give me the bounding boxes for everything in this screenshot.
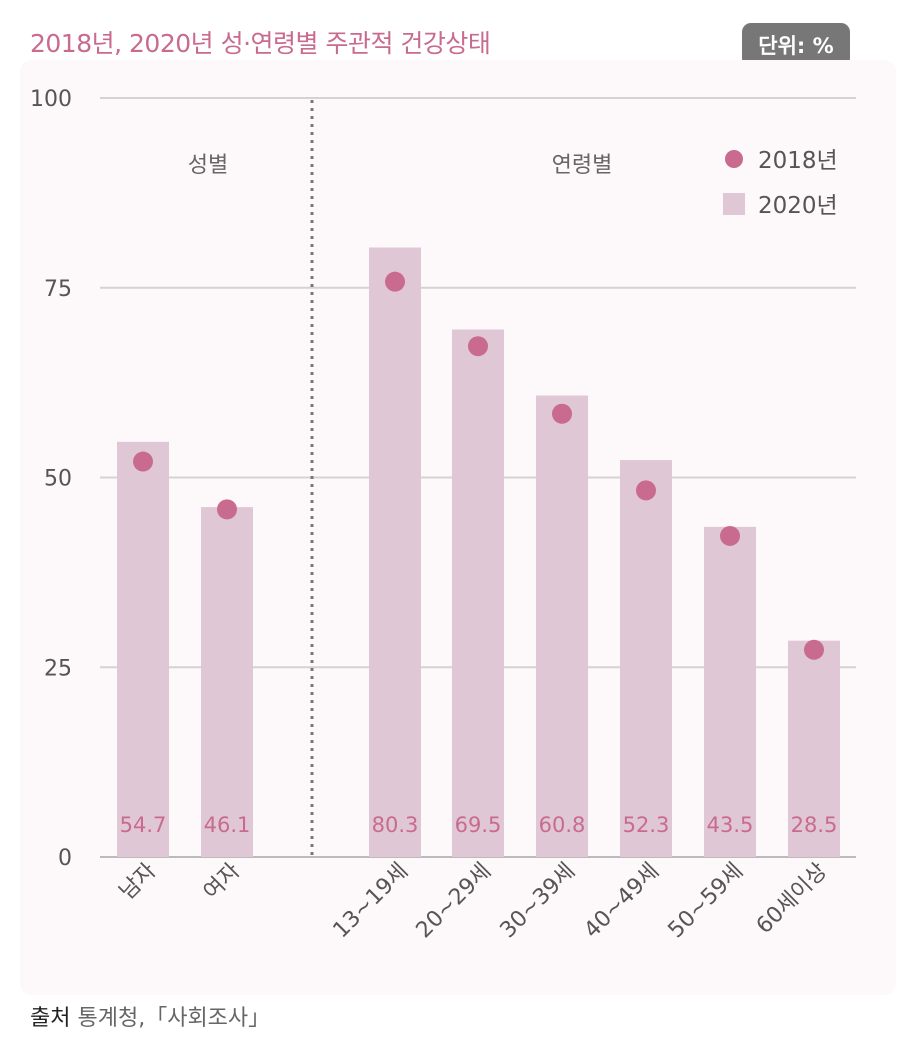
bar-2020: [788, 640, 840, 857]
data-label: 60.8: [539, 813, 586, 837]
bar-2020: [201, 507, 253, 857]
dots: [133, 271, 824, 660]
y-tick-label: 75: [44, 277, 72, 302]
data-label: 46.1: [204, 813, 251, 837]
source-note: 출처 통계청,「사회조사」: [30, 1000, 270, 1032]
bar-2020: [452, 329, 504, 857]
x-tick-label: 40~49세: [580, 859, 665, 944]
y-tick-labels: 0 25 50 75 100: [30, 87, 72, 871]
x-tick-label: 13~19세: [329, 859, 414, 944]
data-label: 54.7: [120, 813, 167, 837]
dot-2018: [636, 480, 656, 501]
legend-marker-2020: [723, 193, 745, 215]
y-tick-label: 25: [44, 656, 72, 681]
x-tick-label: 20~29세: [412, 859, 497, 944]
legend-marker-2018: [725, 150, 743, 168]
x-tick-label: 30~39세: [496, 859, 581, 944]
x-tick-label: 50~59세: [664, 859, 749, 944]
dot-2018: [468, 336, 488, 357]
data-label: 43.5: [707, 813, 754, 837]
bar-2020: [369, 247, 421, 857]
data-label: 69.5: [455, 813, 502, 837]
unit-badge: 단위: %: [742, 23, 850, 67]
y-tick-label: 0: [58, 846, 72, 871]
legend-label-2020: 2020년: [758, 193, 838, 219]
y-tick-label: 100: [30, 87, 72, 112]
group-label-sex: 성별: [188, 153, 228, 178]
chart-svg: 0 25 50 75 100 성별 연령별 54.7 46.1 80.3 69.5 60.8 52…: [30, 87, 856, 944]
dot-2018: [133, 451, 153, 472]
data-label: 52.3: [623, 813, 670, 837]
dot-2018: [720, 525, 740, 546]
data-labels: 54.7 46.1 80.3 69.5 60.8 52.3 43.5 28.5: [120, 813, 838, 837]
y-tick-label: 50: [44, 467, 72, 492]
source-label: 출처: [30, 1006, 71, 1031]
source-text: 통계청,「사회조사」: [77, 1006, 271, 1031]
legend: 2018년 2020년: [723, 148, 838, 219]
dot-2018: [385, 271, 405, 292]
data-label: 80.3: [372, 813, 419, 837]
dot-2018: [217, 499, 237, 520]
legend-label-2018: 2018년: [758, 148, 838, 174]
bars: [117, 247, 840, 857]
bar-2020: [620, 460, 672, 857]
bar-2020: [117, 441, 169, 857]
x-tick-label: 남자: [115, 859, 161, 905]
chart-title: 2018년, 2020년 성·연령별 주관적 건강상태: [30, 29, 491, 58]
bar-2020: [536, 395, 588, 857]
bar-2020: [704, 526, 756, 857]
data-label: 28.5: [791, 813, 838, 837]
x-tick-label: 여자: [199, 859, 245, 905]
x-tick-label: 60세이상: [752, 859, 832, 939]
group-label-age: 연령별: [552, 153, 613, 178]
dot-2018: [804, 639, 824, 660]
dot-2018: [552, 403, 572, 424]
